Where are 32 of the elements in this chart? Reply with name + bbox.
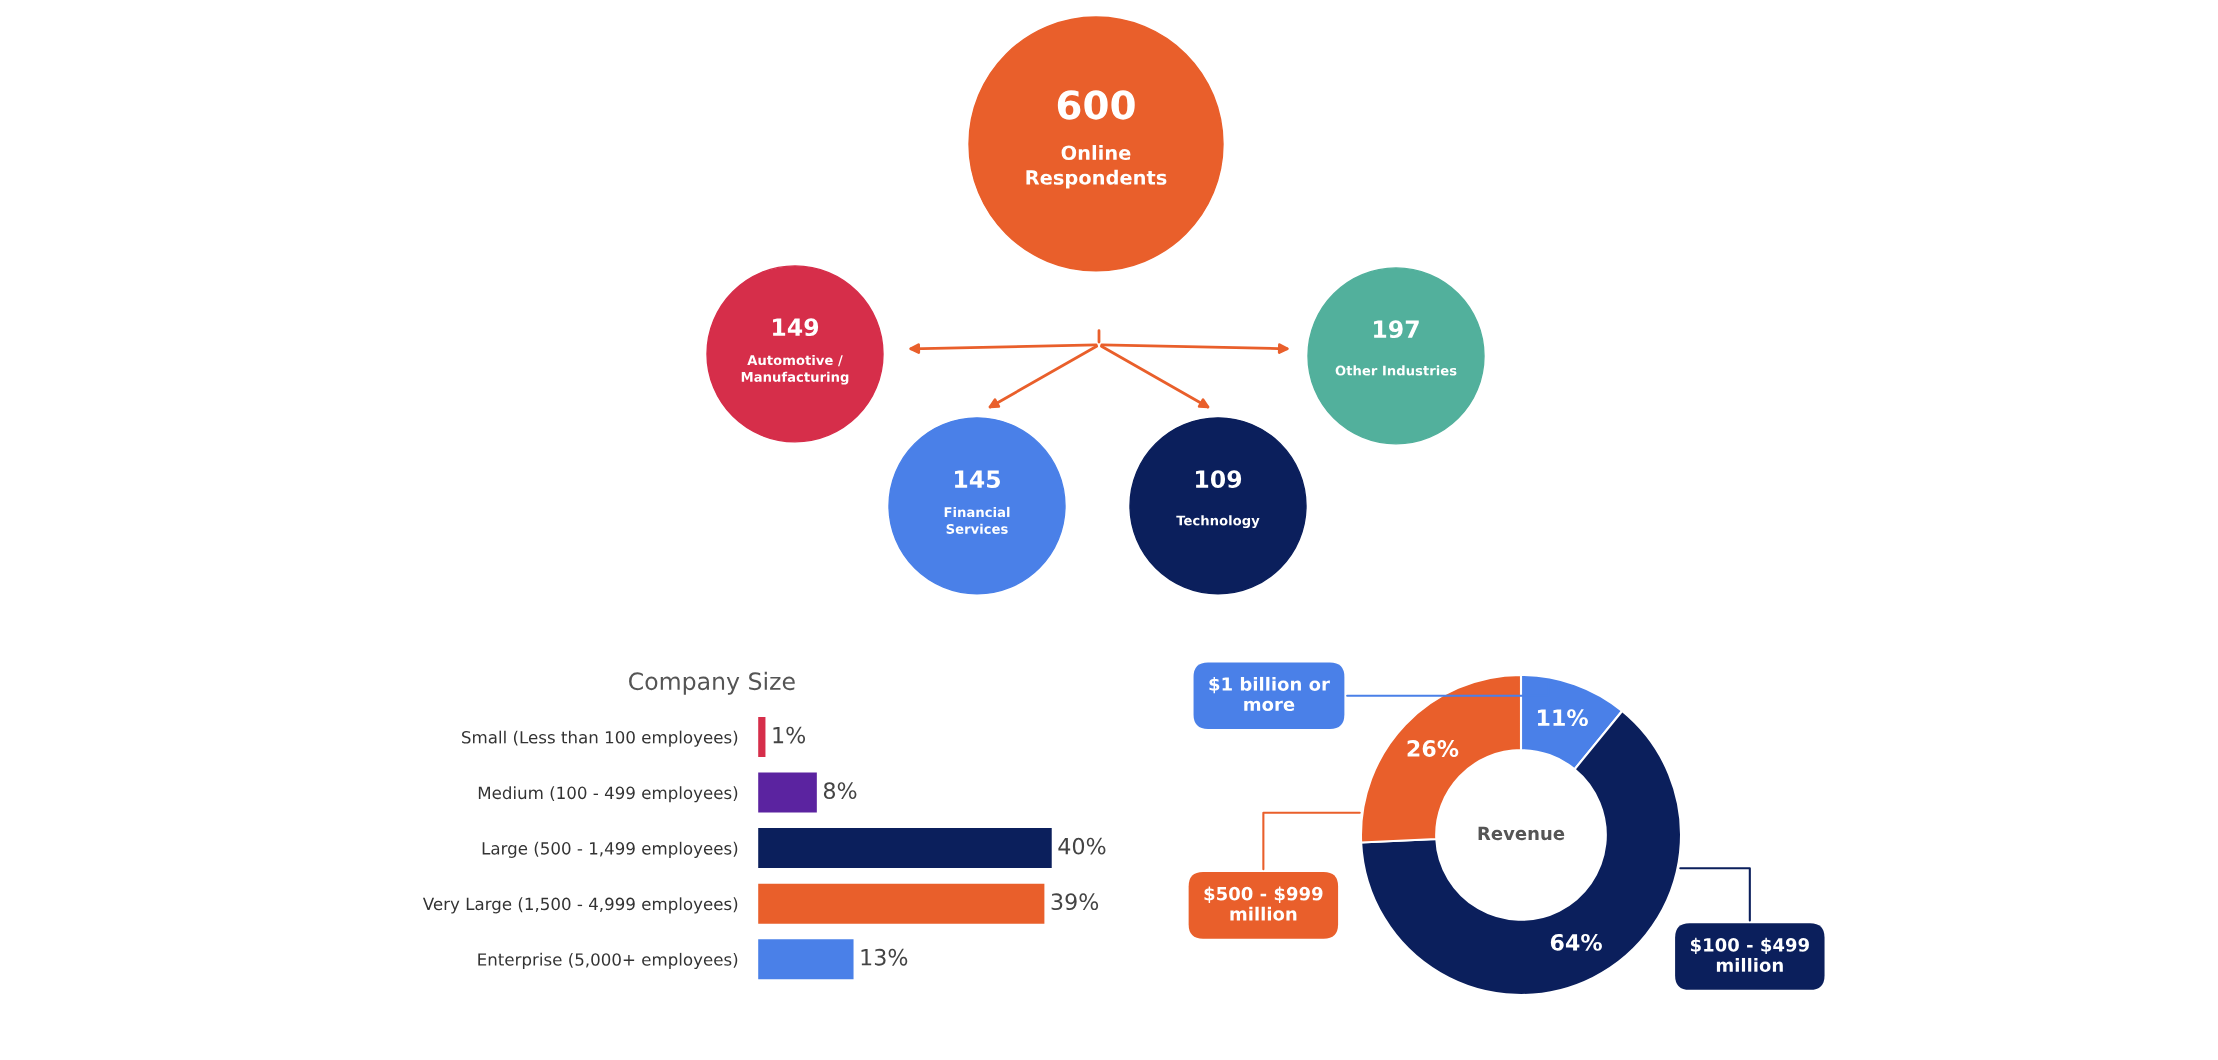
text: Revenue [1478,826,1565,841]
category-label: Financial Services [944,506,1010,534]
y-tick-label: Enterprise (5,000+ employees) [478,952,738,969]
chart-title: Company Size [629,671,795,695]
category-label: Other Industries [1335,365,1457,376]
bar [758,883,1045,924]
data-label: 145 [955,470,1000,489]
data-label: 40% [1058,837,1106,855]
bar [758,828,1052,869]
data-label: 26% [1407,740,1459,757]
slice-label: $1 billion or more [1209,676,1330,712]
slice-label: $500 - $999 million [1204,886,1323,921]
data-label: 197 [1374,320,1419,339]
category-label: Online Respondents [1026,145,1167,189]
data-label: 64% [1550,933,1602,951]
bar [758,939,854,980]
data-label: 600 [1057,90,1135,120]
data-label: 11% [1537,709,1588,727]
data-label: 1% [773,726,806,744]
y-tick-label: Very Large (1,500 - 4,999 employees) [422,897,738,914]
category-label: Technology [1176,515,1260,529]
bar [758,772,817,813]
data-label: 39% [1051,893,1099,911]
data-label: 109 [1196,470,1242,489]
y-tick-label: Medium (100 - 499 employees) [478,786,738,803]
data-label: 13% [861,948,908,966]
data-label: 8% [823,782,857,800]
y-tick-label: Large (500 - 1,499 employees) [482,841,738,858]
y-tick-label: Small (Less than 100 employees) [462,730,738,747]
category-label: Automotive / Manufacturing [741,354,849,385]
data-label: 149 [773,318,819,337]
slice-label: $100 - $499 million [1690,937,1809,972]
